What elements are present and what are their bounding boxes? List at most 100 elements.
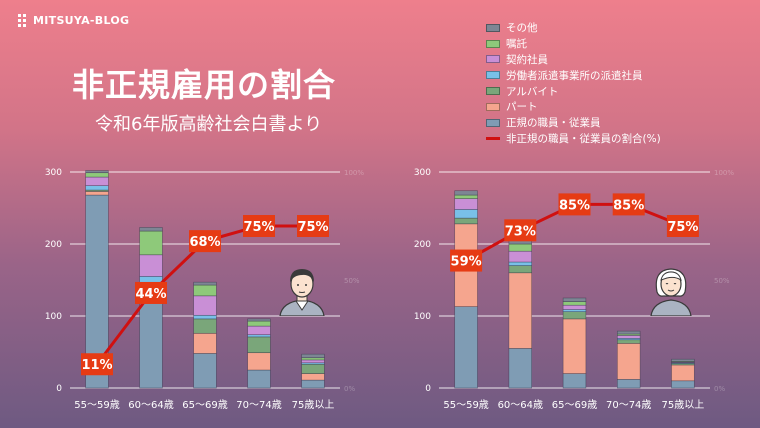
legend-label: 労働者派遣事業所の派遣社員 [506,69,643,82]
ratio-label: 11% [81,358,112,373]
bar-segment [562,373,587,389]
ratio-label-box [666,215,699,237]
bar-segment [562,304,587,310]
ratio-label-box [135,281,167,304]
legend-swatch [486,23,500,32]
bar-segment [193,281,217,286]
bar-segment [454,209,478,219]
right-tick-label: 0% [714,385,725,393]
bar-segment [671,358,695,362]
legend-label: その他 [506,22,538,35]
legend-label: パート [506,101,538,114]
bar-segment [617,339,641,344]
x-tick-label: 65～69歳 [182,399,227,411]
bar-segment [562,318,587,374]
x-tick-label: 55～59歳 [74,399,119,411]
logo-grid-icon [18,14,26,27]
legend-label: アルバイト [506,85,559,98]
bar-segment [508,272,532,349]
y-tick-label: 200 [45,240,62,250]
page-subtitle: 令和6年版高齢社会白書より [95,114,323,135]
bar-segment [671,380,695,389]
bar-segment [454,306,478,389]
bar-segment [617,343,641,380]
bar-segment [454,194,478,199]
legend-swatch [486,87,500,96]
right-tick-label: 100% [714,169,734,177]
x-tick-label: 60～64歳 [128,399,173,411]
legend-label: 契約社員 [506,53,548,66]
right-tick-label: 100% [344,169,364,177]
x-tick-label: 70～74歳 [236,399,281,411]
avatar-woman-icon [645,264,697,317]
legend-line-swatch [486,136,500,140]
x-tick-label: 60～64歳 [498,399,543,411]
legend-label: 正規の職員・従業員 [506,117,601,130]
legend-item: アルバイト [486,83,661,99]
y-tick-label: 200 [414,240,431,250]
ratio-label-box [612,193,645,216]
y-tick-label: 100 [45,312,62,322]
ratio-label-box [81,353,113,376]
bar-segment [562,309,587,312]
ratio-label: 75% [243,220,274,235]
bar-segment [454,217,478,225]
bar-segment [562,311,587,320]
brand-logo[interactable]: MITSUYA-BLOG [18,14,129,27]
bar-segment [617,330,641,335]
bar-segment [454,190,478,196]
y-tick-label: 300 [414,168,431,178]
legend-item: 労働者派遣事業所の派遣社員 [486,67,661,83]
ratio-label: 75% [667,220,698,235]
right-tick-label: 50% [714,277,730,285]
x-tick-label: 70～74歳 [606,399,651,411]
x-tick-label: 75歳以上 [292,399,335,411]
legend-item: その他 [486,20,661,36]
bar-segment [508,250,532,263]
ratio-label: 85% [613,198,644,213]
legend-item: 正規の職員・従業員 [486,115,661,131]
legend-item: 非正規の職員・従業員の割合(%) [486,131,661,147]
ratio-label: 75% [297,220,328,235]
legend-swatch [486,39,500,48]
right-tick-label: 0% [344,385,355,393]
bar-segment [617,379,641,389]
chart-legend: その他 嘱託 契約社員 労働者派遣事業所の派遣社員 アルバイト パート 正規の職… [486,20,661,146]
bar-segment [139,227,163,232]
ratio-label-box [297,215,329,237]
legend-item: 契約社員 [486,52,661,68]
avatar-man-icon [276,264,328,317]
bar-segment [671,364,695,382]
x-tick-label: 65～69歳 [552,399,597,411]
legend-swatch [486,102,500,111]
brand-name: MITSUYA-BLOG [33,14,130,27]
ratio-label: 68% [189,235,220,250]
ratio-label-box [504,219,537,242]
bar-segment [508,348,532,389]
ratio-label: 73% [505,224,536,239]
bar-segment [247,318,271,322]
legend-swatch [486,55,500,64]
x-tick-label: 75歳以上 [662,399,705,411]
ratio-label-box [243,215,275,237]
legend-item: 嘱託 [486,36,661,52]
bar-segment [617,335,641,339]
ratio-label: 44% [135,287,166,302]
legend-swatch [486,118,500,127]
ratio-label-box [450,249,483,272]
ratio-label: 59% [451,255,482,270]
bar-segment [301,353,325,359]
legend-swatch [486,71,500,80]
y-tick-label: 0 [425,384,431,394]
legend-line-label: 非正規の職員・従業員の割合(%) [506,132,661,145]
legend-label: 嘱託 [506,38,527,51]
right-tick-label: 50% [344,277,360,285]
bar-segment [85,170,109,174]
bar-segment [508,243,532,252]
ratio-label-box [558,193,591,216]
bar-segment [562,297,587,302]
y-tick-label: 100 [414,312,431,322]
page-title: 非正規雇用の割合 [72,66,337,104]
